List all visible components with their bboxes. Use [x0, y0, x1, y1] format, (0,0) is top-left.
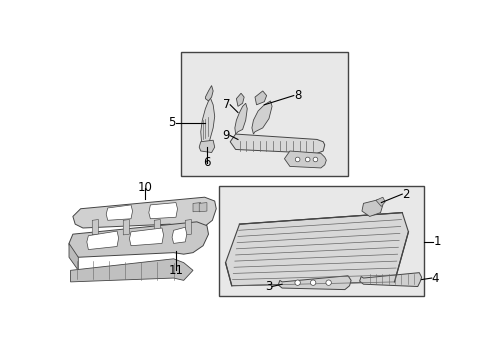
Polygon shape: [376, 197, 385, 206]
Circle shape: [313, 157, 318, 162]
Polygon shape: [172, 227, 187, 243]
Polygon shape: [230, 134, 325, 153]
Polygon shape: [193, 203, 201, 212]
Polygon shape: [252, 101, 272, 134]
Text: 4: 4: [432, 271, 439, 284]
Polygon shape: [225, 213, 409, 286]
Polygon shape: [73, 197, 216, 228]
Polygon shape: [123, 220, 129, 235]
Polygon shape: [87, 231, 119, 249]
Text: 7: 7: [222, 98, 230, 111]
Circle shape: [295, 157, 300, 162]
Bar: [219, 186, 424, 296]
Circle shape: [295, 280, 300, 285]
Polygon shape: [278, 276, 351, 289]
Bar: [181, 53, 348, 176]
Text: 9: 9: [222, 129, 230, 142]
Polygon shape: [285, 151, 326, 168]
Polygon shape: [255, 91, 267, 105]
Text: 11: 11: [169, 264, 183, 277]
Text: 2: 2: [402, 188, 410, 201]
Text: 10: 10: [138, 181, 152, 194]
Polygon shape: [236, 93, 244, 106]
Circle shape: [326, 280, 331, 285]
Polygon shape: [129, 228, 164, 246]
Text: 6: 6: [203, 156, 211, 169]
Polygon shape: [69, 243, 78, 270]
Polygon shape: [149, 203, 177, 219]
Polygon shape: [360, 273, 421, 287]
Polygon shape: [106, 205, 133, 220]
Polygon shape: [185, 220, 192, 235]
Polygon shape: [199, 140, 215, 153]
Circle shape: [305, 157, 310, 162]
Text: 8: 8: [294, 89, 301, 102]
Polygon shape: [71, 259, 193, 282]
Circle shape: [310, 280, 316, 285]
Text: 1: 1: [433, 235, 441, 248]
Polygon shape: [235, 103, 247, 134]
Polygon shape: [92, 220, 98, 235]
Polygon shape: [199, 203, 207, 212]
Polygon shape: [201, 97, 215, 145]
Polygon shape: [362, 199, 383, 216]
Polygon shape: [154, 220, 160, 235]
Polygon shape: [205, 86, 213, 101]
Text: 3: 3: [265, 280, 272, 293]
Polygon shape: [69, 222, 209, 257]
Text: 5: 5: [169, 116, 176, 129]
